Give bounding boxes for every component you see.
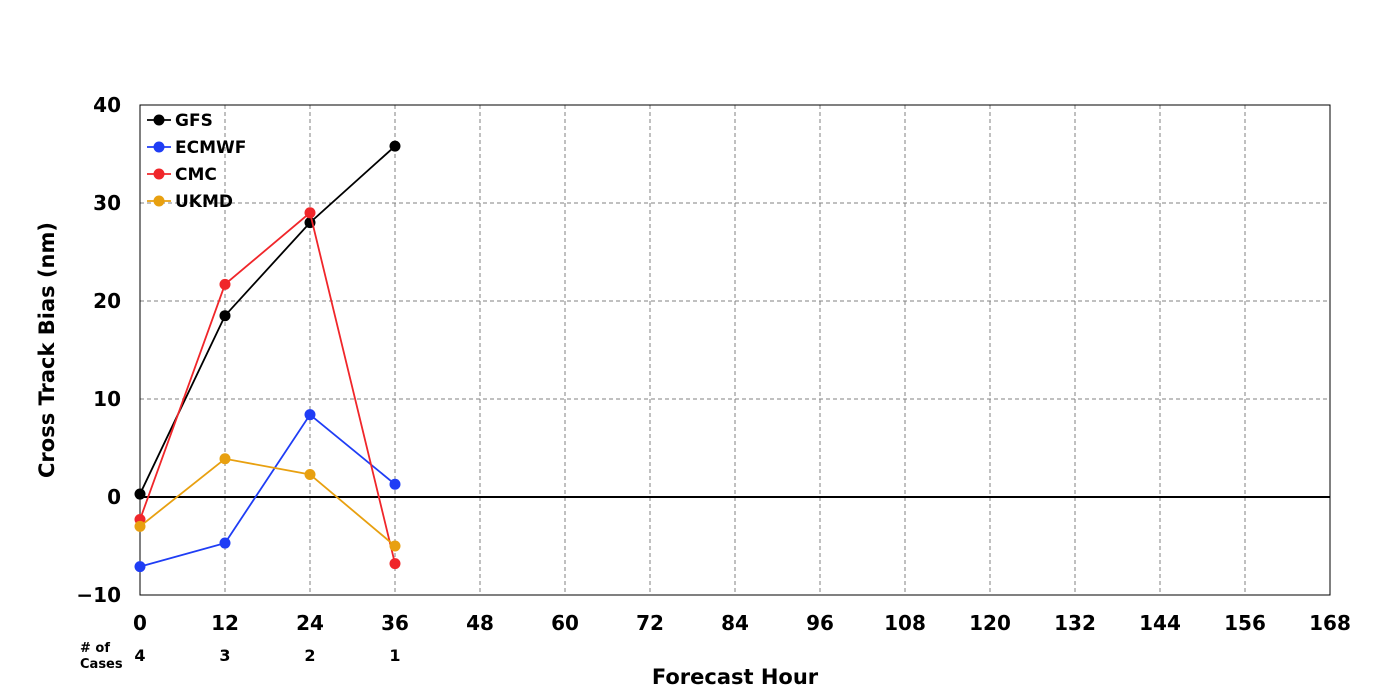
series-line-cmc [139, 211, 396, 564]
cases-count: 2 [304, 646, 315, 665]
cases-label-line2: Cases [80, 657, 123, 672]
data-point-gfs [134, 488, 146, 500]
legend: GFS ECMWF CMC UKMD [147, 111, 246, 212]
x-tick-label: 48 [466, 611, 494, 635]
x-tick-label: 60 [551, 611, 579, 635]
cases-count: 1 [389, 646, 400, 665]
series-line-gfs [139, 145, 396, 495]
x-tick-label: 96 [806, 611, 834, 635]
series-line-ecmwf [139, 413, 396, 568]
x-tick-label: 132 [1054, 611, 1096, 635]
y-tick-label: 30 [93, 191, 121, 215]
x-tick-label: 12 [211, 611, 239, 635]
data-point-gfs [219, 310, 231, 322]
x-tick-label: 84 [721, 611, 749, 635]
series-line-ukmd [139, 457, 396, 547]
legend-marker-ukmd [153, 195, 165, 207]
data-point-ecmwf [134, 561, 146, 573]
y-tick-label: 10 [93, 387, 121, 411]
legend-label-gfs: GFS [175, 111, 213, 131]
data-point-ukmd [219, 453, 231, 465]
legend-marker-ecmwf [153, 141, 165, 153]
data-point-ecmwf [304, 409, 316, 421]
series-layer [134, 140, 401, 573]
x-tick-label: 0 [133, 611, 147, 635]
data-point-cmc [304, 207, 316, 219]
y-axis-title: Cross Track Bias (nm) [35, 222, 59, 478]
x-tick-label: 156 [1224, 611, 1266, 635]
x-tick-label: 144 [1139, 611, 1181, 635]
y-tick-label: 0 [107, 485, 121, 509]
x-tick-label: 24 [296, 611, 324, 635]
y-tick-label: −10 [76, 583, 121, 607]
cases-count: 3 [219, 646, 230, 665]
legend-marker-gfs [153, 114, 165, 126]
data-point-ukmd [389, 540, 401, 552]
x-tick-label: 72 [636, 611, 664, 635]
x-axis-ticks: 0 12 24 36 48 60 72 84 96 108 120 132 144 156 168 [133, 611, 1351, 635]
x-tick-label: 108 [884, 611, 926, 635]
y-tick-label: 20 [93, 289, 121, 313]
data-point-ukmd [134, 520, 146, 532]
grid [140, 105, 1330, 595]
data-point-gfs [389, 140, 401, 152]
legend-label-cmc: CMC [175, 165, 217, 185]
data-point-cmc [389, 558, 401, 570]
legend-marker-cmc [153, 168, 165, 180]
data-point-cmc [219, 278, 231, 290]
y-tick-label: 40 [93, 93, 121, 117]
cases-label-line1: # of [80, 641, 110, 656]
x-tick-label: 120 [969, 611, 1011, 635]
x-tick-label: 36 [381, 611, 409, 635]
y-axis-ticks: −10 0 10 20 30 40 [76, 93, 121, 607]
plot-frame [139, 104, 1331, 596]
legend-label-ukmd: UKMD [175, 192, 233, 212]
data-point-ecmwf [389, 478, 401, 490]
x-axis-title: Forecast Hour [652, 665, 819, 689]
cases-count: 4 [134, 646, 145, 665]
x-tick-label: 168 [1309, 611, 1351, 635]
data-point-ecmwf [219, 537, 231, 549]
legend-label-ecmwf: ECMWF [175, 138, 246, 158]
data-point-ukmd [304, 468, 316, 480]
cases-row: # of Cases 4 3 2 1 [80, 641, 401, 672]
